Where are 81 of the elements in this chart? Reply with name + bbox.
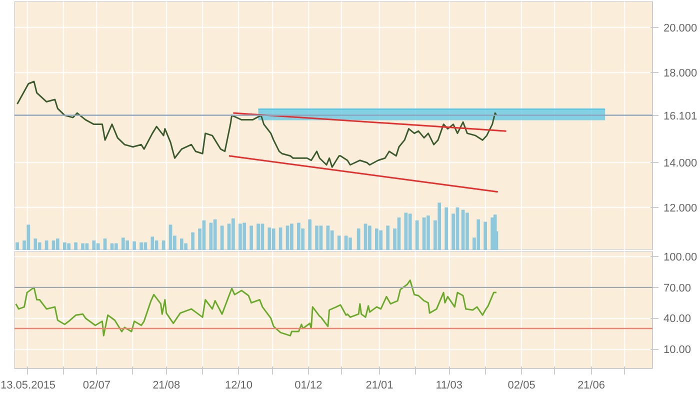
y-tick-label: 40.00 bbox=[664, 313, 692, 326]
bar bbox=[150, 236, 154, 250]
bar bbox=[315, 226, 318, 250]
x-tick-label: 11/03 bbox=[436, 380, 462, 392]
bar bbox=[297, 222, 300, 250]
x-tick-label: 02/07 bbox=[82, 380, 110, 392]
bar bbox=[308, 219, 312, 250]
bar bbox=[67, 243, 70, 250]
x-tick-label: 12/10 bbox=[225, 380, 253, 392]
bar bbox=[268, 228, 272, 250]
bar bbox=[132, 241, 136, 250]
bar bbox=[209, 222, 213, 250]
bar bbox=[74, 242, 78, 250]
bar bbox=[16, 242, 19, 250]
line-series bbox=[16, 80, 498, 168]
bar bbox=[438, 202, 442, 250]
bar bbox=[408, 214, 412, 250]
bar bbox=[238, 224, 242, 250]
bar bbox=[56, 238, 60, 250]
bar bbox=[344, 236, 348, 250]
bar bbox=[386, 226, 390, 250]
bar bbox=[180, 238, 184, 250]
bar bbox=[242, 222, 246, 250]
bar bbox=[364, 224, 368, 250]
bar bbox=[260, 224, 264, 250]
bar bbox=[191, 232, 194, 250]
bar bbox=[114, 243, 118, 250]
bar bbox=[278, 228, 282, 250]
bar bbox=[348, 238, 352, 250]
ref-line-label: 16.101 bbox=[664, 110, 698, 122]
y-tick-label: 10.00 bbox=[664, 344, 692, 356]
bar bbox=[368, 226, 372, 250]
bar bbox=[356, 228, 360, 250]
bar bbox=[466, 212, 469, 250]
bar bbox=[319, 226, 323, 250]
bar bbox=[404, 212, 408, 250]
bar bbox=[379, 230, 383, 250]
bar bbox=[444, 207, 448, 250]
bar bbox=[476, 219, 480, 250]
bar bbox=[484, 222, 488, 250]
bar bbox=[326, 226, 330, 250]
y-tick-label: 18.000 bbox=[664, 67, 698, 80]
bar bbox=[375, 228, 378, 250]
bar bbox=[220, 226, 224, 250]
bar bbox=[415, 220, 419, 250]
bar bbox=[337, 236, 341, 250]
bar bbox=[286, 226, 290, 250]
bar bbox=[34, 238, 38, 250]
y-tick-label: 14.000 bbox=[664, 158, 698, 170]
bar bbox=[154, 240, 158, 250]
bar bbox=[168, 224, 172, 250]
bar bbox=[121, 238, 125, 250]
bar bbox=[92, 240, 96, 250]
x-tick-label: 21/06 bbox=[577, 380, 605, 392]
bar bbox=[256, 224, 260, 250]
y-tick-label: 20.000 bbox=[664, 22, 698, 34]
bar bbox=[213, 219, 217, 250]
bar bbox=[232, 218, 235, 250]
bar bbox=[26, 224, 30, 250]
bar bbox=[250, 226, 253, 250]
x-tick-label: 13.05.2015 bbox=[0, 380, 56, 392]
y-tick-label: 70.00 bbox=[664, 282, 692, 294]
bar bbox=[62, 242, 66, 250]
x-tick-label: 21/01 bbox=[366, 380, 394, 392]
bar bbox=[81, 243, 84, 250]
y-tick-label: 100.00 bbox=[664, 252, 698, 264]
line-series bbox=[15, 279, 498, 336]
bar bbox=[426, 216, 430, 250]
bar bbox=[96, 243, 100, 250]
y-tick-label: 12.000 bbox=[664, 202, 698, 215]
bar bbox=[490, 217, 494, 250]
x-tick-label: 01/12 bbox=[294, 380, 322, 392]
bar bbox=[422, 217, 426, 250]
bar bbox=[126, 240, 130, 250]
bar bbox=[140, 242, 143, 250]
x-tick-label: 02/05 bbox=[508, 380, 536, 392]
bar bbox=[397, 217, 401, 250]
bar bbox=[272, 228, 276, 250]
bar bbox=[103, 238, 107, 250]
bar bbox=[290, 224, 294, 250]
x-tick-label: 21/08 bbox=[152, 380, 180, 392]
